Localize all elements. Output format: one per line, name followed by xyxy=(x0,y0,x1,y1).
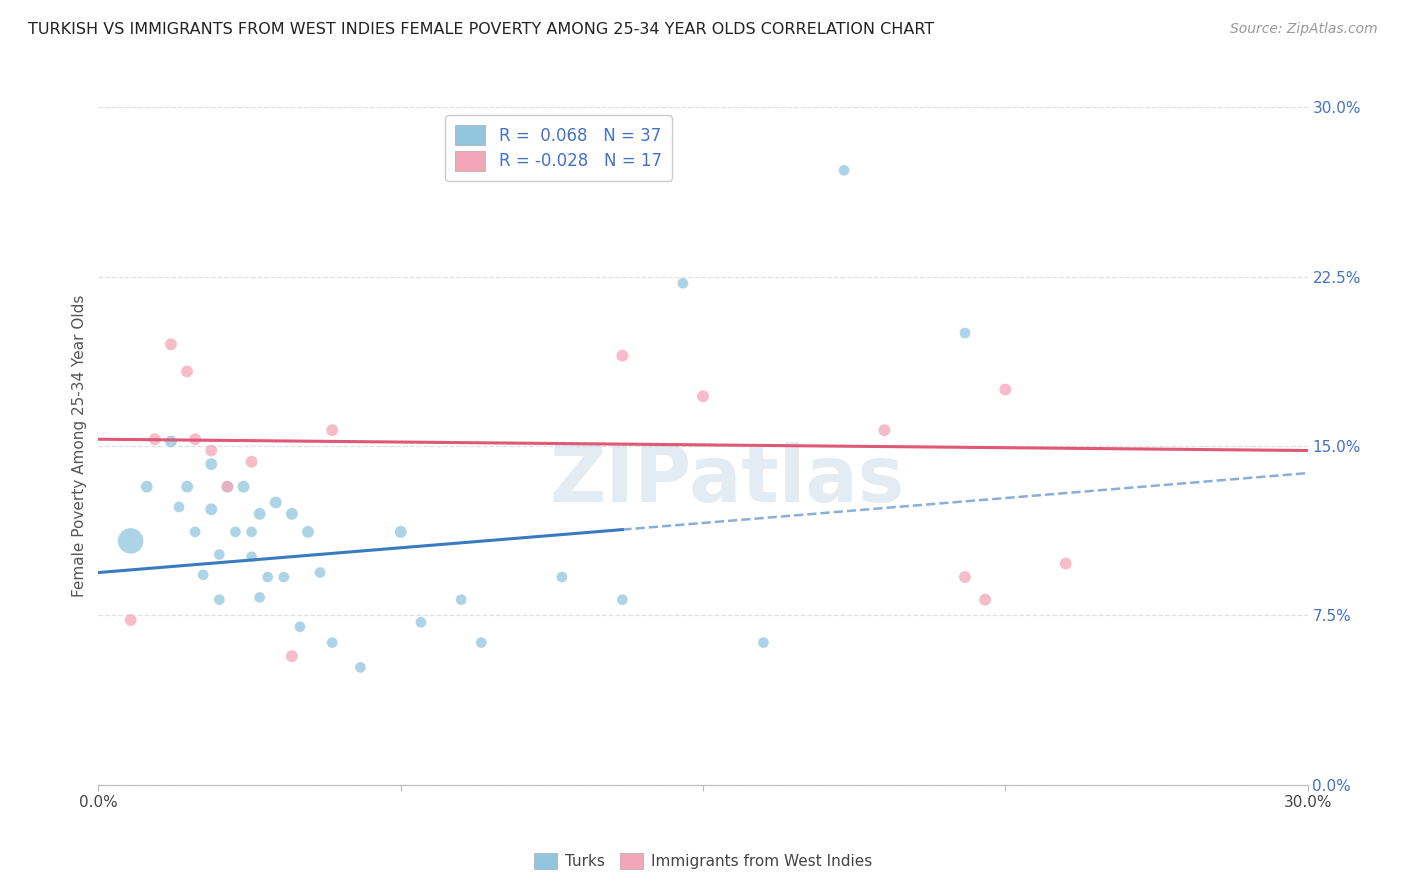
Point xyxy=(249,591,271,605)
Point xyxy=(994,383,1017,397)
Point xyxy=(193,567,215,582)
Point xyxy=(389,524,412,539)
Point xyxy=(612,592,634,607)
Point xyxy=(281,649,304,664)
Point xyxy=(832,163,855,178)
Point xyxy=(309,566,332,580)
Point xyxy=(160,337,183,351)
Point xyxy=(1054,557,1077,571)
Point xyxy=(288,620,311,634)
Legend: Turks, Immigrants from West Indies: Turks, Immigrants from West Indies xyxy=(529,847,877,875)
Point xyxy=(409,615,432,630)
Point xyxy=(240,549,263,564)
Point xyxy=(297,524,319,539)
Point xyxy=(349,660,371,674)
Point xyxy=(692,389,714,403)
Point xyxy=(200,443,222,458)
Point xyxy=(752,635,775,649)
Point xyxy=(281,507,304,521)
Point xyxy=(143,432,166,446)
Point xyxy=(217,480,239,494)
Point xyxy=(470,635,492,649)
Point xyxy=(120,613,142,627)
Point xyxy=(974,592,997,607)
Point xyxy=(551,570,574,584)
Point xyxy=(200,502,222,516)
Point xyxy=(321,423,343,437)
Point xyxy=(256,570,278,584)
Point xyxy=(953,326,976,340)
Text: ZIPatlas: ZIPatlas xyxy=(550,442,904,518)
Point xyxy=(184,432,207,446)
Point xyxy=(167,500,190,514)
Point xyxy=(321,635,343,649)
Point xyxy=(184,524,207,539)
Point xyxy=(208,592,231,607)
Text: TURKISH VS IMMIGRANTS FROM WEST INDIES FEMALE POVERTY AMONG 25-34 YEAR OLDS CORR: TURKISH VS IMMIGRANTS FROM WEST INDIES F… xyxy=(28,22,935,37)
Point xyxy=(200,457,222,471)
Point xyxy=(135,480,157,494)
Point xyxy=(873,423,896,437)
Point xyxy=(240,524,263,539)
Point xyxy=(224,524,246,539)
Point xyxy=(450,592,472,607)
Point xyxy=(273,570,295,584)
Legend: R =  0.068   N = 37, R = -0.028   N = 17: R = 0.068 N = 37, R = -0.028 N = 17 xyxy=(446,115,672,180)
Point xyxy=(953,570,976,584)
Point xyxy=(176,480,198,494)
Point xyxy=(176,364,198,378)
Point xyxy=(160,434,183,449)
Point xyxy=(232,480,254,494)
Point xyxy=(120,533,142,548)
Point xyxy=(249,507,271,521)
Point xyxy=(672,277,695,291)
Text: Source: ZipAtlas.com: Source: ZipAtlas.com xyxy=(1230,22,1378,37)
Point xyxy=(264,495,287,509)
Y-axis label: Female Poverty Among 25-34 Year Olds: Female Poverty Among 25-34 Year Olds xyxy=(72,295,87,597)
Point xyxy=(208,548,231,562)
Point xyxy=(240,455,263,469)
Point xyxy=(612,349,634,363)
Point xyxy=(217,480,239,494)
